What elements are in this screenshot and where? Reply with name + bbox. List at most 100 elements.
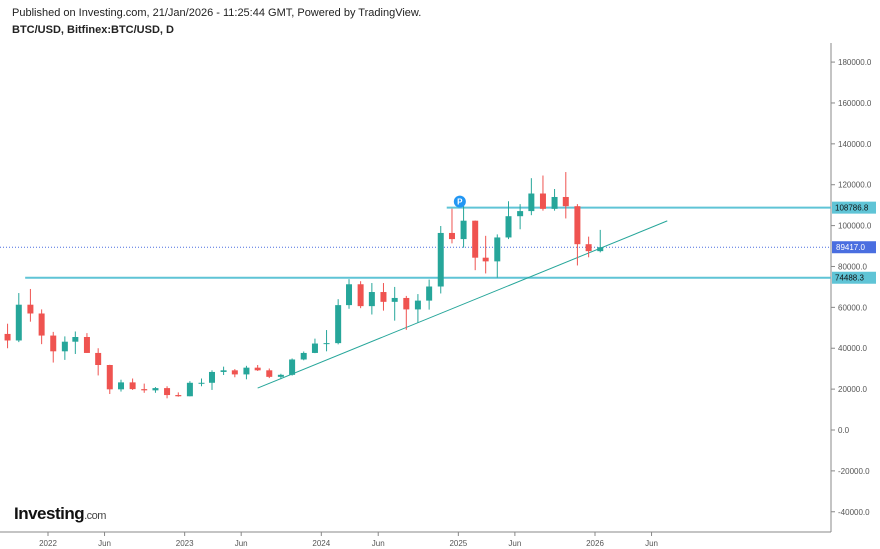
candle xyxy=(346,279,353,309)
symbol-title: BTC/USD, Bitfinex:BTC/USD, D xyxy=(12,24,174,36)
candle-body xyxy=(391,297,398,302)
candle xyxy=(482,235,489,274)
candle-body xyxy=(300,352,307,360)
candle-body xyxy=(505,216,512,238)
candle-body xyxy=(50,335,57,352)
last-price-tag xyxy=(832,241,876,254)
candle-body xyxy=(528,193,535,212)
y-tick-label: 180000.0 xyxy=(838,58,872,67)
candle-body xyxy=(426,286,433,301)
candle xyxy=(15,293,22,343)
x-tick-label: Jun xyxy=(98,539,111,548)
candle xyxy=(61,336,68,360)
candle xyxy=(243,365,250,380)
candle-body xyxy=(72,336,79,342)
candle-body xyxy=(414,300,421,310)
candle-body xyxy=(95,352,102,366)
candle xyxy=(72,331,79,354)
candle xyxy=(50,331,57,363)
candle xyxy=(403,295,410,330)
candle-body xyxy=(482,257,489,262)
candle-body xyxy=(152,388,159,391)
candle xyxy=(391,286,398,321)
candle xyxy=(585,236,592,258)
x-tick-label: Jun xyxy=(235,539,248,548)
y-tick-label: 60000.0 xyxy=(838,303,867,312)
candle xyxy=(300,351,307,361)
candle-body xyxy=(198,382,205,384)
candle xyxy=(437,226,444,294)
candle xyxy=(551,189,558,211)
y-tick-label: 160000.0 xyxy=(838,99,872,108)
candle-body xyxy=(83,336,90,353)
candle xyxy=(311,338,318,354)
x-tick-label: 2022 xyxy=(39,539,57,548)
candle xyxy=(266,368,273,379)
candle xyxy=(574,204,581,266)
y-tick-label: 100000.0 xyxy=(838,222,872,231)
y-tick-label: -40000.0 xyxy=(838,508,870,517)
candle-body xyxy=(323,343,330,345)
candle xyxy=(472,220,479,271)
candle-body xyxy=(539,193,546,209)
published-info: Published on Investing.com, 21/Jan/2026 … xyxy=(12,7,422,19)
candle xyxy=(460,205,467,248)
candle xyxy=(289,358,296,376)
candle-body xyxy=(357,284,364,307)
candle xyxy=(83,333,90,353)
candle xyxy=(141,383,148,393)
candle-body xyxy=(368,292,375,307)
x-tick-label: Jun xyxy=(645,539,658,548)
candle xyxy=(118,379,125,392)
candle-body xyxy=(562,196,569,207)
y-tick-label: 20000.0 xyxy=(838,385,867,394)
y-tick-label: 120000.0 xyxy=(838,181,872,190)
candle xyxy=(448,208,455,244)
candle xyxy=(152,387,159,393)
level-price-tag xyxy=(832,271,876,284)
investing-logo: Investing.com xyxy=(14,504,106,523)
candle xyxy=(4,323,11,349)
candle xyxy=(505,201,512,240)
x-tick-label: 2025 xyxy=(449,539,467,548)
y-tick-label: -20000.0 xyxy=(838,467,870,476)
candle xyxy=(38,309,45,345)
candle xyxy=(357,281,364,309)
candle xyxy=(198,378,205,387)
candle-body xyxy=(585,244,592,252)
y-tick-label: 140000.0 xyxy=(838,140,872,149)
candle-body xyxy=(380,292,387,302)
candle xyxy=(208,370,215,390)
candle-body xyxy=(129,382,136,390)
candle-body xyxy=(460,220,467,240)
x-tick-label: Jun xyxy=(508,539,521,548)
candle-body xyxy=(231,370,238,375)
y-tick-label: 0.0 xyxy=(838,426,850,435)
candle-body xyxy=(175,395,182,397)
level-price-tag xyxy=(832,201,876,214)
candle-body xyxy=(4,333,11,341)
candle-body xyxy=(106,365,113,390)
candle-body xyxy=(61,341,68,352)
candle-body xyxy=(597,247,604,252)
candle xyxy=(277,373,284,380)
candle-body xyxy=(38,313,45,336)
candle-body xyxy=(574,206,581,245)
candle-body xyxy=(220,370,227,372)
trendline xyxy=(257,220,668,389)
marker-badge xyxy=(453,195,466,208)
candle-body xyxy=(141,389,148,391)
last-price-label: 89417.0 xyxy=(836,243,865,252)
candle-body xyxy=(311,343,318,353)
x-tick-label: 2026 xyxy=(586,539,604,548)
x-tick-label: 2023 xyxy=(176,539,194,548)
candle-body xyxy=(346,284,353,306)
candle xyxy=(562,172,569,219)
candle-body xyxy=(403,297,410,310)
candle xyxy=(95,348,102,376)
candle-body xyxy=(517,211,524,217)
candle xyxy=(380,283,387,311)
candle xyxy=(368,283,375,315)
candle-body xyxy=(289,359,296,375)
